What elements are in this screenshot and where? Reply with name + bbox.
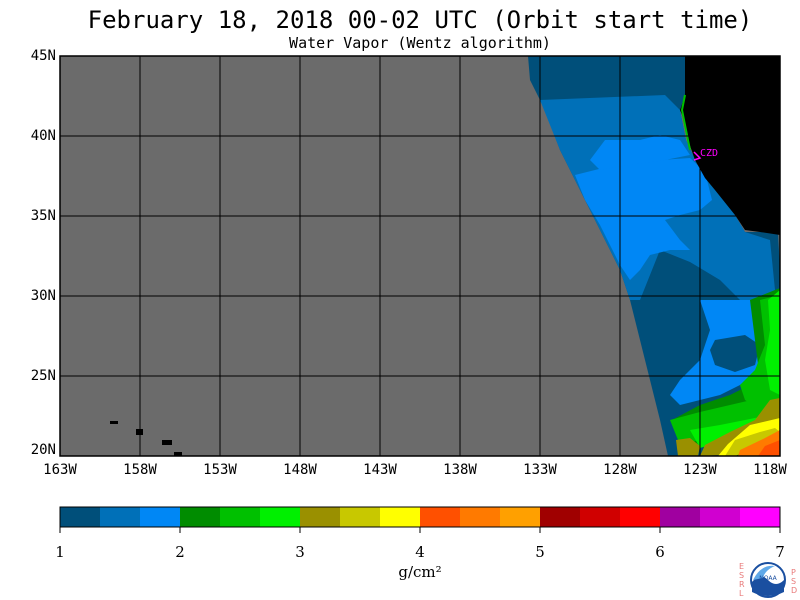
- colorbar-swatch: [700, 507, 741, 527]
- colorbar-swatch: [580, 507, 621, 527]
- colorbar-swatch: [140, 507, 181, 527]
- page-subtitle: Water Vapor (Wentz algorithm): [289, 34, 551, 52]
- lat-label-35n: 35N: [30, 208, 56, 224]
- colorbar-tick-label-3: 3: [295, 543, 305, 561]
- lon-label-118w: 118W: [753, 462, 787, 478]
- logo-right-letters: PSD: [791, 568, 798, 595]
- swath-dark-blue-patch: [710, 335, 760, 372]
- swath-olive: [700, 398, 780, 456]
- lon-label-153w: 153W: [203, 462, 237, 478]
- station-czd-label: CZD: [700, 148, 718, 159]
- logo-inner-text: NOAA: [759, 575, 777, 582]
- colorbar-ticks: [59, 527, 781, 533]
- colorbar-swatch: [660, 507, 701, 527]
- colorbar-swatch: [420, 507, 461, 527]
- colorbar-tick-label-4: 4: [415, 543, 425, 561]
- colorbar-swatch: [220, 507, 261, 527]
- lat-label-25n: 25N: [30, 368, 56, 384]
- coast-fringe: [680, 94, 691, 151]
- colorbar-swatch: [180, 507, 221, 527]
- colorbar-swatch: [500, 507, 541, 527]
- colorbar-swatch: [300, 507, 341, 527]
- colorbar-tick-label-1: 1: [55, 543, 65, 561]
- map-frame: [59, 55, 781, 457]
- colorbar-tick-label-7: 7: [775, 543, 785, 561]
- swath-red-orange: [758, 440, 780, 456]
- swath-bright-blue-2: [590, 135, 690, 170]
- lon-label-138w: 138W: [443, 462, 477, 478]
- colorbar-units: g/cm²: [398, 563, 442, 581]
- noaa-esrl-psd-logo: ESRL NOAA PSD: [735, 558, 799, 600]
- map-grid: [60, 56, 780, 456]
- lat-label-20n: 20N: [30, 442, 56, 458]
- colorbar-swatch: [340, 507, 381, 527]
- land-north-america: [680, 56, 780, 235]
- lon-label-128w: 128W: [603, 462, 637, 478]
- noaa-emblem: NOAA: [750, 562, 786, 598]
- lon-label-143w: 143W: [363, 462, 397, 478]
- colorbar-swatch: [620, 507, 661, 527]
- lon-label-133w: 133W: [523, 462, 557, 478]
- colorbar-swatch: [380, 507, 421, 527]
- colorbar-swatch: [60, 507, 101, 527]
- colorbar-swatch: [460, 507, 501, 527]
- colorbar-swatch: [740, 507, 781, 527]
- colorbar-tick-label-2: 2: [175, 543, 185, 561]
- lon-label-123w: 123W: [683, 462, 717, 478]
- swath-dark-yellow: [725, 428, 780, 456]
- lat-label-30n: 30N: [30, 288, 56, 304]
- lon-label-158w: 158W: [123, 462, 157, 478]
- station-czd-marker: [693, 151, 702, 161]
- lat-label-45n: 45N: [30, 48, 56, 64]
- swath-olive-sw: [676, 438, 700, 456]
- lon-label-148w: 148W: [283, 462, 317, 478]
- colorbar-swatch: [540, 507, 581, 527]
- water-vapor-map: CZD: [59, 55, 781, 457]
- colorbar-tick-label-5: 5: [535, 543, 545, 561]
- swath-light-green: [765, 290, 780, 395]
- swath-bright-blue: [575, 158, 712, 280]
- lon-label-163w: 163W: [43, 462, 77, 478]
- colorbar-swatch: [260, 507, 301, 527]
- colorbar-tick-label-6: 6: [655, 543, 665, 561]
- lat-label-40n: 40N: [30, 128, 56, 144]
- colorbar-swatches: [60, 507, 781, 527]
- colorbar-swatch: [100, 507, 141, 527]
- page-title: February 18, 2018 00-02 UTC (Orbit start…: [87, 6, 753, 34]
- logo-left-letters: ESRL: [739, 562, 745, 598]
- colorbar-frame: [59, 506, 781, 528]
